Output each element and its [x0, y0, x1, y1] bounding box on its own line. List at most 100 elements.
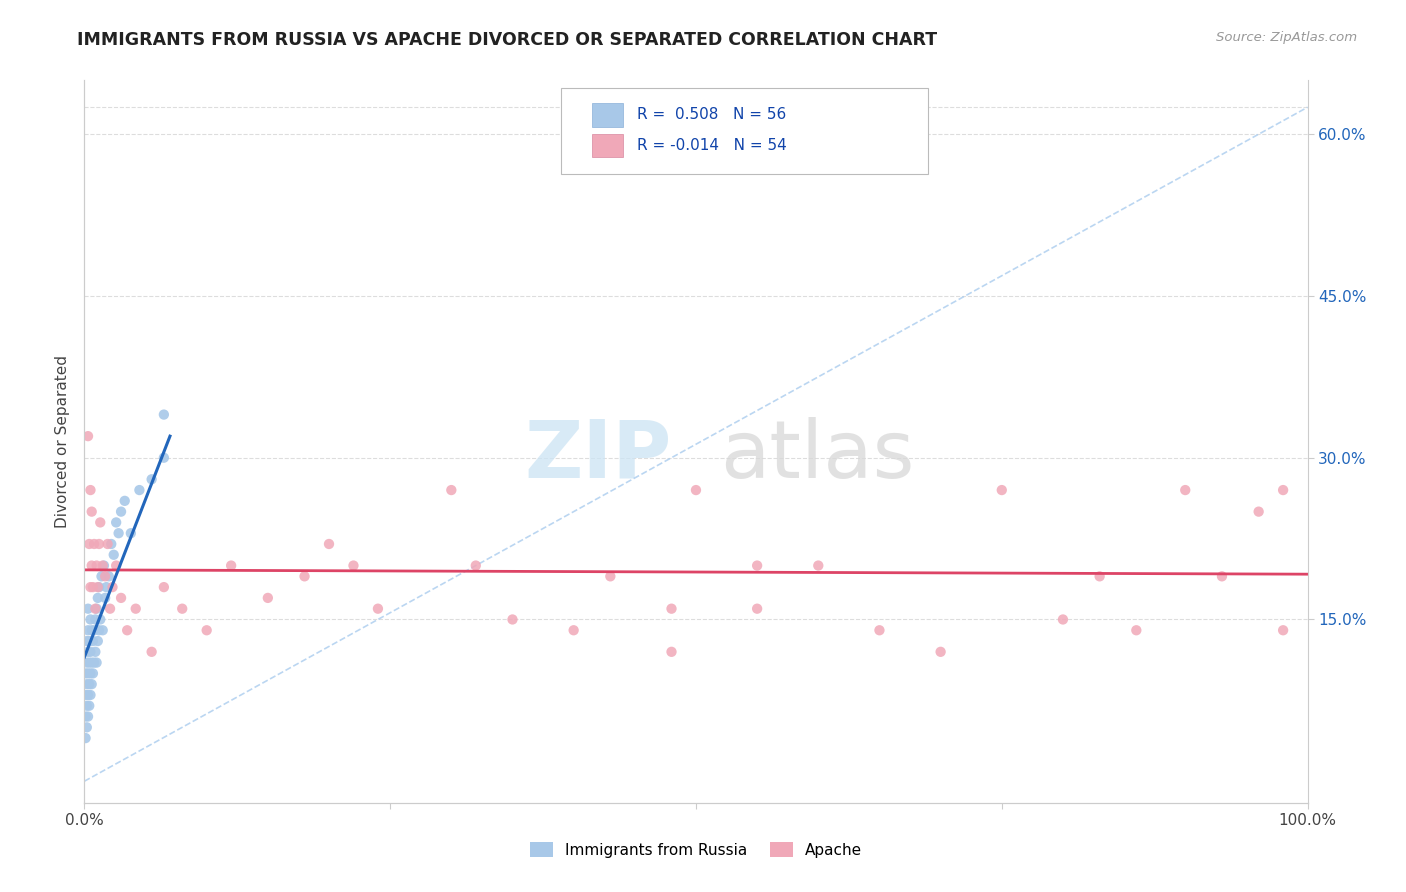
Point [77, 537, 100, 551]
Point [929, 645, 952, 659]
Point [77, 645, 100, 659]
Point [87, 537, 110, 551]
Point [115, 624, 138, 638]
Point [77, 601, 100, 615]
Point [76, 720, 98, 734]
Point [153, 580, 176, 594]
Point [89, 516, 111, 530]
Point [83, 624, 105, 638]
Point [91, 624, 114, 638]
Point [120, 526, 142, 541]
Point [807, 558, 830, 573]
Point [82, 666, 104, 681]
Point [128, 483, 150, 497]
Point [107, 526, 129, 541]
Point [599, 569, 621, 583]
FancyBboxPatch shape [592, 134, 623, 157]
Text: atlas: atlas [720, 417, 915, 495]
Point [80, 558, 103, 573]
Point [100, 537, 122, 551]
Point [110, 591, 132, 605]
Point [75, 688, 97, 702]
Point [87, 580, 110, 594]
Point [83, 656, 105, 670]
Point [342, 558, 364, 573]
Point [747, 601, 769, 615]
Point [96, 580, 118, 594]
Y-axis label: Divorced or Separated: Divorced or Separated [55, 355, 70, 528]
Point [89, 612, 111, 626]
Point [87, 591, 110, 605]
Text: R =  0.508   N = 56: R = 0.508 N = 56 [637, 107, 786, 122]
Point [464, 558, 486, 573]
Point [502, 612, 524, 626]
Point [84, 601, 107, 615]
Point [94, 569, 117, 583]
Point [77, 698, 100, 713]
Point [79, 612, 101, 626]
Point [83, 537, 105, 551]
Point [87, 634, 110, 648]
Point [76, 698, 98, 713]
Point [440, 483, 463, 497]
Point [87, 624, 110, 638]
Text: R = -0.014   N = 54: R = -0.014 N = 54 [637, 137, 787, 153]
Point [97, 537, 120, 551]
Point [80, 505, 103, 519]
Point [105, 558, 128, 573]
Point [77, 624, 100, 638]
Point [86, 656, 108, 670]
Point [1272, 624, 1295, 638]
Point [79, 483, 101, 497]
Point [79, 688, 101, 702]
Point [125, 601, 148, 615]
Point [141, 472, 163, 486]
Point [76, 656, 98, 670]
Point [77, 656, 100, 670]
Point [661, 601, 683, 615]
Point [294, 569, 316, 583]
Point [869, 624, 891, 638]
Point [76, 634, 98, 648]
Point [1272, 483, 1295, 497]
Point [84, 645, 107, 659]
Point [1125, 624, 1147, 638]
Point [367, 601, 389, 615]
Point [94, 591, 117, 605]
Legend: Immigrants from Russia, Apache: Immigrants from Russia, Apache [523, 836, 869, 863]
Point [97, 569, 120, 583]
Point [257, 591, 280, 605]
Point [79, 580, 101, 594]
Text: Source: ZipAtlas.com: Source: ZipAtlas.com [1216, 31, 1357, 45]
Point [80, 624, 103, 638]
Point [195, 624, 218, 638]
Point [75, 709, 97, 723]
Point [153, 450, 176, 465]
Point [77, 688, 100, 702]
Point [79, 666, 101, 681]
Point [87, 580, 110, 594]
Point [105, 516, 128, 530]
Point [219, 558, 242, 573]
Point [172, 601, 194, 615]
Point [685, 483, 707, 497]
Point [82, 580, 104, 594]
Point [318, 537, 340, 551]
Text: ZIP: ZIP [524, 417, 672, 495]
Point [747, 558, 769, 573]
Point [153, 408, 176, 422]
Point [80, 677, 103, 691]
Point [1052, 612, 1074, 626]
Point [93, 558, 115, 573]
Point [76, 677, 98, 691]
Point [75, 666, 97, 681]
Point [86, 558, 108, 573]
Point [77, 677, 100, 691]
Point [77, 709, 100, 723]
Point [114, 493, 136, 508]
Point [90, 569, 112, 583]
Point [86, 601, 108, 615]
Point [141, 645, 163, 659]
Point [80, 656, 103, 670]
Point [562, 624, 585, 638]
